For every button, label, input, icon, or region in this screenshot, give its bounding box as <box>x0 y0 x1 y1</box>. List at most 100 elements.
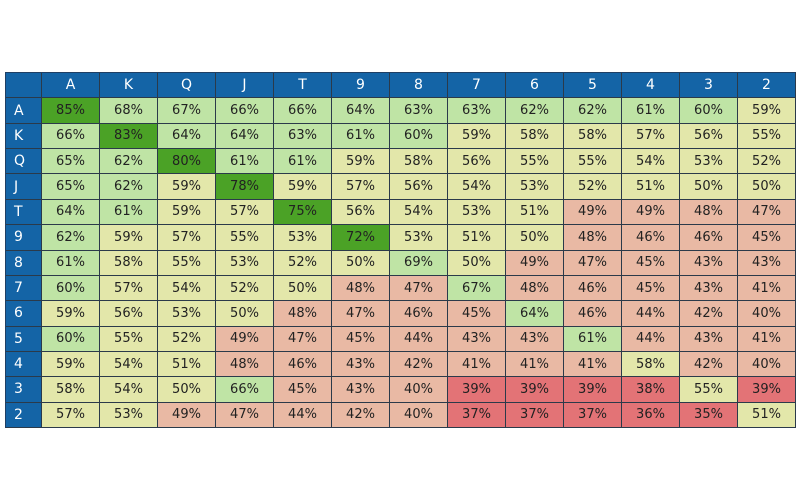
heatmap-cell: 48% <box>274 301 332 327</box>
heatmap-cell: 53% <box>448 199 506 226</box>
heatmap-cell: 43% <box>738 250 796 276</box>
heatmap-cell: 43% <box>506 326 564 352</box>
heatmap-cell: 41% <box>448 351 506 378</box>
column-header: Q <box>158 73 216 99</box>
heatmap-cell: 55% <box>100 326 158 352</box>
heatmap-cell: 39% <box>448 377 506 403</box>
heatmap-cell: 47% <box>274 326 332 352</box>
heatmap-cell: 61% <box>564 326 622 352</box>
heatmap-cell: 55% <box>738 123 796 150</box>
heatmap-cell: 61% <box>622 98 680 124</box>
heatmap-cell: 36% <box>622 402 680 428</box>
heatmap-cell: 54% <box>158 275 216 302</box>
heatmap-cell: 52% <box>564 174 622 200</box>
heatmap-cell: 58% <box>506 123 564 150</box>
heatmap-cell: 59% <box>738 98 796 124</box>
heatmap-cell: 53% <box>506 174 564 200</box>
heatmap-cell: 47% <box>564 250 622 276</box>
heatmap-cell: 60% <box>680 98 738 124</box>
heatmap-cell: 43% <box>680 275 738 302</box>
heatmap-cell: 54% <box>390 199 448 226</box>
heatmap-cell: 54% <box>622 149 680 175</box>
heatmap-cell: 39% <box>564 377 622 403</box>
heatmap-cell: 43% <box>680 250 738 276</box>
row-header: 7 <box>6 275 42 302</box>
heatmap-cell: 56% <box>390 174 448 200</box>
column-header: 7 <box>448 73 506 99</box>
heatmap-cell: 60% <box>42 326 100 352</box>
heatmap-cell: 47% <box>216 402 274 428</box>
heatmap-cell: 50% <box>332 250 390 276</box>
corner-cell <box>6 73 42 99</box>
heatmap-cell: 41% <box>738 275 796 302</box>
row-header: Q <box>6 149 42 175</box>
column-header: K <box>100 73 158 99</box>
heatmap-cell: 66% <box>216 98 274 124</box>
heatmap-cell: 59% <box>100 225 158 251</box>
heatmap-cell: 85% <box>42 98 100 124</box>
heatmap-cell: 64% <box>506 301 564 327</box>
heatmap-cell: 49% <box>622 199 680 226</box>
row-header: 6 <box>6 301 42 327</box>
heatmap-cell: 61% <box>274 149 332 175</box>
heatmap-cell: 52% <box>738 149 796 175</box>
heatmap-cell: 51% <box>738 402 796 428</box>
heatmap-cell: 41% <box>506 351 564 378</box>
heatmap-cell: 67% <box>448 275 506 302</box>
heatmap-cell: 48% <box>506 275 564 302</box>
heatmap-cell: 65% <box>42 149 100 175</box>
heatmap-cell: 51% <box>622 174 680 200</box>
heatmap-cell: 54% <box>448 174 506 200</box>
heatmap-cell: 44% <box>274 402 332 428</box>
heatmap-cell: 37% <box>564 402 622 428</box>
heatmap-cell: 46% <box>274 351 332 378</box>
heatmap-cell: 50% <box>680 174 738 200</box>
row-header: K <box>6 123 42 150</box>
heatmap-cell: 43% <box>332 351 390 378</box>
row-header: A <box>6 98 42 124</box>
column-header: A <box>42 73 100 99</box>
heatmap-cell: 37% <box>448 402 506 428</box>
heatmap-cell: 42% <box>332 402 390 428</box>
heatmap-cell: 46% <box>390 301 448 327</box>
heatmap-cell: 61% <box>42 250 100 276</box>
heatmap-cell: 43% <box>332 377 390 403</box>
heatmap-cell: 48% <box>680 199 738 226</box>
heatmap-cell: 50% <box>158 377 216 403</box>
heatmap-cell: 44% <box>390 326 448 352</box>
heatmap-cell: 40% <box>390 402 448 428</box>
heatmap-cell: 59% <box>158 199 216 226</box>
row-header: 5 <box>6 326 42 352</box>
heatmap-cell: 59% <box>158 174 216 200</box>
heatmap-cell: 62% <box>506 98 564 124</box>
heatmap-cell: 64% <box>42 199 100 226</box>
heatmap-cell: 69% <box>390 250 448 276</box>
column-header: T <box>274 73 332 99</box>
heatmap-cell: 46% <box>680 225 738 251</box>
heatmap-cell: 57% <box>100 275 158 302</box>
heatmap-cell: 35% <box>680 402 738 428</box>
heatmap-cell: 44% <box>622 301 680 327</box>
heatmap-cell: 63% <box>448 98 506 124</box>
heatmap-cell: 58% <box>390 149 448 175</box>
heatmap-cell: 55% <box>158 250 216 276</box>
heatmap-cell: 41% <box>738 326 796 352</box>
heatmap-cell: 50% <box>274 275 332 302</box>
heatmap-cell: 39% <box>738 377 796 403</box>
heatmap-cell: 40% <box>390 377 448 403</box>
heatmap-cell: 58% <box>42 377 100 403</box>
heatmap-cell: 51% <box>506 199 564 226</box>
heatmap-cell: 78% <box>216 174 274 200</box>
heatmap-cell: 48% <box>564 225 622 251</box>
heatmap-cell: 58% <box>100 250 158 276</box>
row-header: J <box>6 174 42 200</box>
heatmap-cell: 50% <box>738 174 796 200</box>
heatmap-cell: 61% <box>332 123 390 150</box>
heatmap-cell: 50% <box>506 225 564 251</box>
heatmap-cell: 61% <box>216 149 274 175</box>
heatmap-cell: 64% <box>158 123 216 150</box>
row-header: 2 <box>6 402 42 428</box>
heatmap-cell: 48% <box>332 275 390 302</box>
row-header: T <box>6 199 42 226</box>
heatmap-cell: 59% <box>42 301 100 327</box>
